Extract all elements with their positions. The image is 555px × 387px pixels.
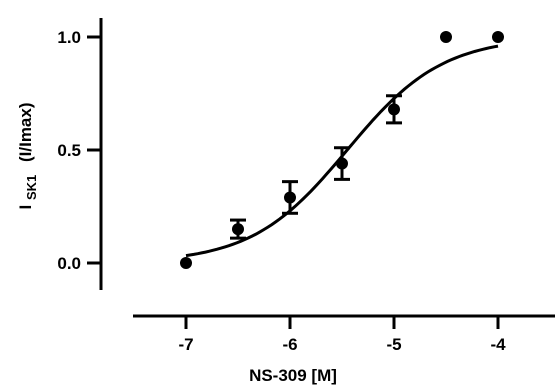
x-tick-label: -5: [386, 335, 401, 354]
data-point: [492, 31, 504, 43]
data-point: [388, 103, 400, 116]
x-tick-label: -7: [178, 335, 193, 354]
y-axis-title: I SK1 (I/Imax): [16, 102, 40, 209]
y-axis-title-suffix: (I/Imax): [16, 102, 35, 162]
y-axis-title-subscript: SK1: [24, 175, 39, 200]
y-tick-label: 0.5: [57, 141, 81, 160]
data-point: [440, 31, 452, 43]
y-tick-label: 0.0: [57, 254, 81, 273]
x-tick-label: -6: [282, 335, 297, 354]
data-points: [180, 31, 504, 269]
data-point: [284, 191, 296, 204]
data-point: [232, 223, 244, 236]
data-point: [180, 257, 192, 269]
y-axis-title-main: I: [16, 205, 35, 210]
axes: 0.0 0.5 1.0 -7 -6 -5 -4: [57, 18, 555, 354]
data-point: [336, 157, 348, 170]
y-tick-label: 1.0: [57, 28, 81, 47]
svg-text:I SK1 (I/Imax): I SK1 (I/Imax): [16, 102, 40, 209]
x-axis-title: NS-309 [M]: [249, 366, 337, 385]
x-tick-label: -4: [490, 335, 506, 354]
